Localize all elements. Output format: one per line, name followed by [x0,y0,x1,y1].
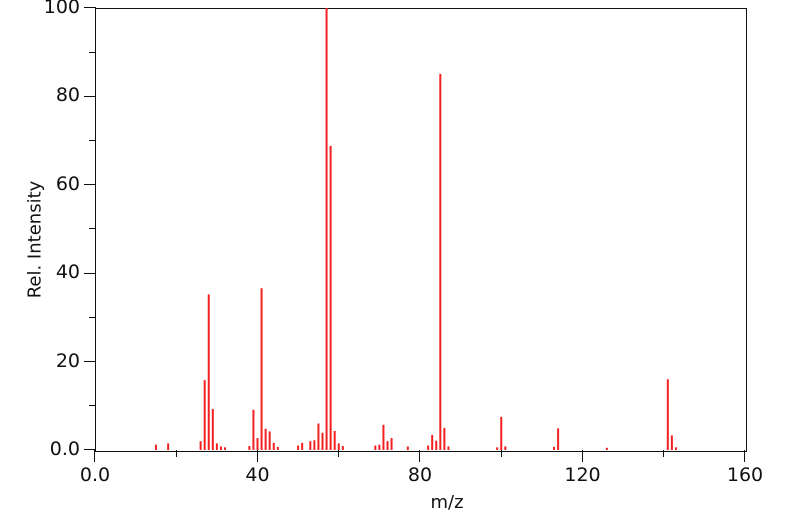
x-tick-minor [338,450,340,457]
x-tick-label: 120 [564,464,601,486]
x-axis-title: m/z [0,492,799,513]
y-tick-label: 80 [55,84,80,107]
y-tick-major [84,184,96,186]
x-tick-major [256,450,258,462]
x-tick-major [419,450,421,462]
x-tick-label: 160 [726,464,764,486]
y-tick-minor [89,139,96,141]
y-tick-minor [89,405,96,407]
plot-frame [95,8,747,452]
y-axis-title: Rel. Intensity [24,180,46,299]
y-tick-label: 60 [55,172,80,195]
x-tick-label: 40 [245,464,270,486]
x-tick-label: 0.0 [79,464,111,486]
x-tick-minor [663,450,665,457]
y-tick-major [84,7,96,9]
y-tick-minor [89,51,96,53]
spectrum-plot-area [154,8,677,450]
y-tick-label: 100 [43,0,80,18]
y-tick-minor [89,228,96,230]
y-tick-label: 20 [55,349,80,372]
x-tick-minor [175,450,177,457]
y-tick-major [84,95,96,97]
x-tick-major [581,450,583,462]
y-tick-label: 40 [55,261,80,284]
y-tick-major [84,449,96,451]
x-axis-title-text: m/z [430,492,464,513]
x-tick-minor [500,450,502,457]
x-tick-label: 80 [407,464,433,486]
y-tick-major [84,360,96,362]
x-tick-major [94,450,96,462]
y-tick-minor [89,316,96,318]
y-tick-label: 0.0 [49,438,80,460]
x-tick-major [744,450,746,462]
y-tick-major [84,272,96,274]
